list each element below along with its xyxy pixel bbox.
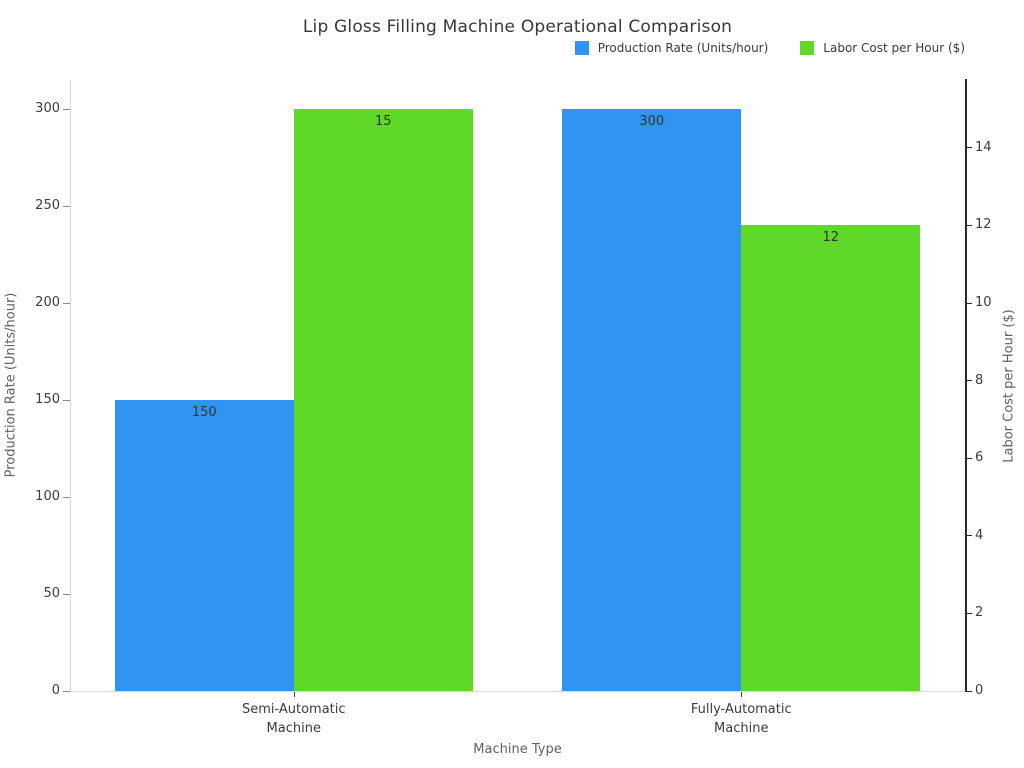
left-axis-spine — [70, 80, 71, 691]
bar-production-rate-1 — [562, 109, 742, 691]
bar-production-rate-0 — [114, 400, 294, 691]
left-tick-mark — [63, 108, 70, 110]
legend-item-labor-cost: Labor Cost per Hour ($) — [800, 41, 965, 55]
right-tick-label: 4 — [975, 527, 984, 543]
x-tick-mark — [293, 691, 295, 697]
right-tick-mark — [965, 224, 972, 226]
right-tick-label: 12 — [975, 217, 992, 233]
chart-title: Lip Gloss Filling Machine Operational Co… — [302, 17, 733, 37]
left-tick-label: 150 — [35, 392, 60, 408]
right-tick-label: 0 — [975, 683, 984, 698]
right-axis-title: Labor Cost per Hour ($) — [1001, 309, 1017, 463]
bar-value-label: 300 — [639, 114, 665, 130]
bar-value-label: 15 — [374, 114, 392, 130]
right-tick-mark — [965, 302, 972, 304]
right-tick-mark — [965, 690, 972, 692]
bar-value-label: 12 — [822, 230, 840, 246]
right-axis-spine — [965, 79, 967, 692]
x-axis-title: Machine Type — [473, 742, 562, 757]
right-tick-mark — [965, 147, 972, 149]
left-tick-label: 250 — [35, 198, 60, 214]
left-tick-label: 200 — [35, 295, 60, 311]
right-tick-label: 10 — [975, 295, 992, 311]
legend-label-production-rate: Production Rate (Units/hour) — [597, 41, 769, 55]
bar-value-label: 150 — [191, 405, 217, 421]
bar-labor-cost-0 — [293, 109, 473, 691]
bar-labor-cost-1 — [741, 225, 921, 691]
left-tick-mark — [63, 593, 70, 595]
left-tick-label: 300 — [35, 101, 60, 117]
right-tick-mark — [965, 380, 972, 382]
x-tick-label: Semi-Automatic Machine — [241, 702, 346, 736]
left-tick-mark — [63, 302, 70, 304]
left-tick-label: 100 — [35, 489, 60, 505]
bottom-axis-spine — [70, 691, 966, 692]
right-tick-mark — [965, 612, 972, 614]
x-tick-mark — [741, 691, 743, 697]
left-tick-mark — [63, 496, 70, 498]
legend: Production Rate (Units/hour) Labor Cost … — [574, 41, 965, 55]
left-tick-mark — [63, 690, 70, 692]
left-tick-label: 0 — [51, 683, 60, 698]
labor-cost-swatch-icon — [800, 41, 815, 55]
production-rate-swatch-icon — [574, 41, 589, 55]
left-tick-mark — [63, 205, 70, 207]
left-tick-label: 50 — [43, 586, 60, 602]
left-axis-title: Production Rate (Units/hour) — [3, 292, 19, 478]
right-tick-mark — [965, 457, 972, 459]
right-tick-label: 6 — [975, 450, 984, 466]
legend-item-production-rate: Production Rate (Units/hour) — [574, 41, 769, 55]
right-tick-mark — [965, 535, 972, 537]
x-tick-label: Fully-Automatic Machine — [690, 702, 792, 736]
right-tick-label: 8 — [975, 372, 984, 388]
legend-label-labor-cost: Labor Cost per Hour ($) — [823, 41, 965, 55]
right-tick-label: 14 — [975, 139, 992, 155]
right-tick-label: 2 — [975, 605, 984, 621]
left-tick-mark — [63, 399, 70, 401]
